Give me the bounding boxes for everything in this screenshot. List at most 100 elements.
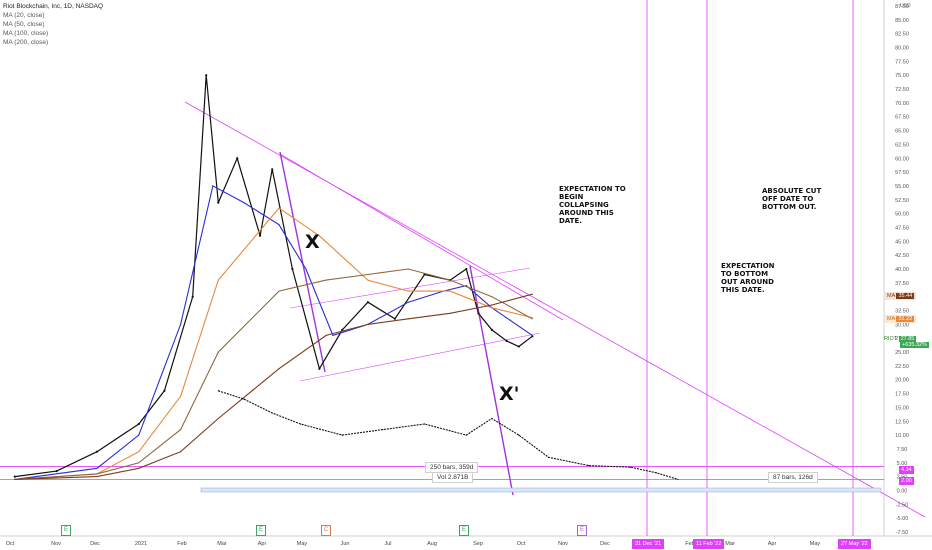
y-tick-label: 37.50 — [895, 281, 909, 287]
y-tick-label: 85.00 — [895, 18, 909, 24]
riot-tag-name: RIOT — [884, 336, 898, 342]
y-tick-label: 7.50 — [897, 447, 908, 453]
data-point — [217, 351, 219, 353]
data-point — [96, 467, 98, 469]
data-point — [299, 423, 302, 425]
ma-a-tag-value: 35.44 — [896, 293, 915, 299]
y-tick-label: 87.50 — [895, 4, 909, 10]
y-tick-label: 82.50 — [895, 32, 909, 38]
symbol-title: Riot Blockchain, Inc, 1D, NASDAQ — [3, 3, 104, 10]
earnings-marker[interactable]: E — [459, 525, 469, 536]
data-point — [217, 279, 219, 281]
y-tick-label: 77.50 — [895, 59, 909, 65]
x-prime-drop-line — [469, 265, 514, 496]
data-point — [655, 472, 657, 474]
ma-a-tag-name: MA — [887, 293, 895, 299]
ma-b-tag-value: 31.22 — [896, 316, 915, 322]
data-point — [465, 434, 467, 436]
data-point — [531, 335, 534, 338]
y-axis: 87.50 85.00 82.50 80.00 77.50 75.00 72.50 70.00… — [895, 4, 909, 536]
y-tick-label: 17.50 — [895, 392, 909, 398]
measure-range-band — [200, 487, 882, 493]
x-tick-label: Dec — [90, 541, 100, 547]
data-point — [325, 279, 327, 281]
ma200-legend: MA (200, close) — [3, 39, 49, 46]
data-point — [217, 417, 219, 420]
data-point — [677, 478, 679, 480]
data-point — [180, 323, 182, 325]
data-point — [531, 293, 533, 295]
y-tick-label: 50.00 — [895, 212, 909, 218]
series-line-ma-200-close — [14, 293, 533, 480]
data-point — [490, 328, 493, 331]
level-tag-1: 4.34 — [899, 466, 914, 474]
y-tick-label: 62.50 — [895, 142, 909, 148]
annotation-bottom: EXPECTATION TO BOTTOM OUT AROUND THIS DA… — [721, 262, 775, 294]
data-point — [305, 268, 307, 270]
data-point — [491, 304, 493, 306]
data-point — [367, 279, 369, 281]
data-point — [278, 224, 280, 226]
riot-price-tag: RIOT 27.85 +635.32% — [882, 335, 931, 349]
earnings-marker[interactable]: E — [61, 525, 71, 536]
data-point — [236, 157, 239, 160]
ma-b-price-tag: MA 31.22 — [885, 315, 917, 323]
data-point — [138, 467, 140, 469]
x-tick-label: Sep — [473, 541, 483, 547]
data-point — [95, 450, 99, 453]
data-point — [407, 268, 409, 270]
label-x-prime: X' — [499, 383, 520, 405]
data-point — [217, 201, 220, 204]
y-tick-label: 22.50 — [895, 364, 909, 370]
data-point — [243, 398, 245, 400]
data-point — [517, 345, 520, 348]
data-point — [205, 74, 208, 77]
x-tick-label: Dec — [600, 541, 610, 547]
data-point — [163, 389, 166, 392]
x-tick-label: May — [810, 541, 821, 547]
series-line-ma-50-close — [14, 207, 533, 480]
y-tick-label: -2.50 — [896, 502, 909, 508]
data-point — [449, 312, 451, 314]
y-tick-label: 42.50 — [895, 253, 909, 259]
data-point — [180, 451, 182, 453]
x-tick-label: Feb — [685, 541, 694, 547]
data-point — [382, 429, 384, 431]
x-tick-label: Jun — [341, 541, 350, 547]
ma-b-tag-name: MA — [887, 316, 895, 322]
y-tick-label: 55.00 — [895, 184, 909, 190]
data-point — [278, 290, 280, 292]
y-tick-label: 70.00 — [895, 101, 909, 107]
data-point — [588, 465, 590, 467]
y-tick-label: 47.50 — [895, 225, 909, 231]
y-tick-label: 45.00 — [895, 239, 909, 245]
data-point — [491, 417, 493, 420]
series-line-riot — [14, 75, 533, 478]
x-tick-label: Feb — [177, 541, 186, 547]
data-point — [407, 290, 409, 292]
x-tick-label: Apr — [258, 541, 267, 547]
data-point — [180, 429, 182, 431]
chart-legend: Riot Blockchain, Inc, 1D, NASDAQ MA (20,… — [3, 2, 103, 47]
y-tick-label: 25.00 — [895, 350, 909, 356]
split-marker[interactable]: C — [321, 525, 331, 536]
data-point — [531, 334, 533, 336]
data-point — [491, 296, 493, 298]
ma50-legend: MA (50, close) — [3, 21, 45, 28]
data-point — [449, 279, 451, 281]
data-point — [291, 267, 294, 271]
dividend-marker[interactable]: E — [577, 525, 587, 536]
data-point — [332, 334, 334, 336]
data-point — [138, 434, 140, 436]
date-tag-may22: 27 May '22 — [838, 539, 871, 549]
x-tick-label: Nov — [51, 541, 61, 547]
y-tick-label: 5.00 — [897, 461, 908, 467]
data-point — [505, 339, 508, 343]
ma100-legend: MA (100, close) — [3, 30, 49, 37]
ma20-legend: MA (20, close) — [3, 12, 45, 19]
earnings-marker[interactable]: E — [256, 525, 266, 536]
y-tick-label: 30.00 — [895, 322, 909, 328]
y-tick-label: 12.50 — [895, 419, 909, 425]
x-tick-label: Aug — [427, 541, 437, 547]
data-point — [14, 478, 16, 480]
